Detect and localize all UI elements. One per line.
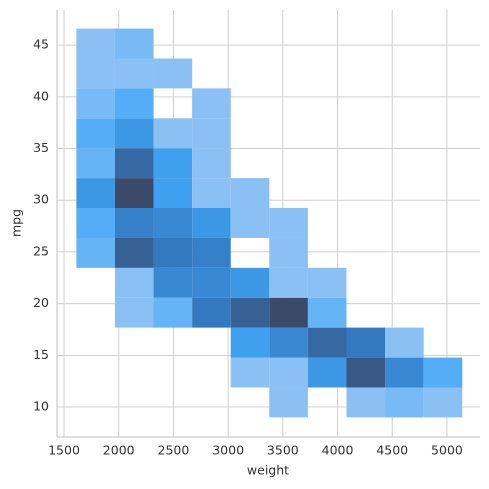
bin [230, 207, 270, 238]
x-tick-label: 4500 [376, 443, 408, 458]
x-tick-label: 3500 [267, 443, 299, 458]
bin [192, 118, 231, 149]
bin [76, 178, 115, 208]
bin [230, 297, 270, 328]
bin [114, 178, 154, 208]
bin [153, 148, 193, 179]
y-tick-label: 45 [33, 37, 49, 52]
bin [346, 327, 386, 358]
bin [269, 207, 308, 238]
x-tick-label: 4000 [322, 443, 354, 458]
bin [76, 207, 115, 238]
bin [307, 357, 347, 388]
bin [230, 357, 270, 388]
bin [192, 178, 231, 208]
bin [269, 387, 308, 418]
bin [76, 237, 115, 268]
bin [153, 58, 193, 89]
bin [192, 237, 231, 268]
bin [192, 148, 231, 179]
bin [76, 88, 115, 119]
bin [385, 387, 424, 418]
bin [385, 357, 424, 388]
bin [76, 58, 115, 89]
y-tick-label: 40 [33, 88, 49, 103]
y-axis-label: mpg [9, 209, 24, 237]
bin [192, 267, 231, 298]
bin [423, 357, 463, 388]
bin [114, 237, 154, 268]
y-tick-label: 15 [33, 347, 49, 362]
bin [76, 148, 115, 179]
bin [76, 28, 115, 59]
bin [153, 118, 193, 149]
bin [114, 297, 154, 328]
bin [230, 178, 270, 208]
bin [114, 58, 154, 89]
bin [269, 297, 308, 328]
bin [192, 297, 231, 328]
y-tick-label: 35 [33, 140, 49, 155]
bin [307, 267, 347, 298]
bin [114, 118, 154, 149]
x-tick-label: 2000 [103, 443, 135, 458]
bin [346, 387, 386, 418]
y-tick-label: 30 [33, 192, 49, 207]
x-axis-label: weight [247, 463, 289, 478]
bin [153, 267, 193, 298]
bin [307, 297, 347, 328]
bin [269, 237, 308, 268]
bin [269, 327, 308, 358]
bin [114, 88, 154, 119]
x-tick-label: 1500 [48, 443, 80, 458]
bin [230, 267, 270, 298]
x-tick-label: 2500 [158, 443, 190, 458]
bin [192, 207, 231, 238]
bin [153, 297, 193, 328]
bin [307, 327, 347, 358]
bin [269, 267, 308, 298]
bin [114, 148, 154, 179]
bin [76, 118, 115, 149]
x-tick-label: 3000 [212, 443, 244, 458]
y-tick-label: 10 [33, 399, 49, 414]
bin [114, 28, 154, 59]
bin [153, 178, 193, 208]
y-tick-label: 20 [33, 295, 49, 310]
bin [346, 357, 386, 388]
bin [423, 387, 463, 418]
bin [153, 237, 193, 268]
bin [269, 357, 308, 388]
bin [114, 207, 154, 238]
bin [230, 327, 270, 358]
x-tick-label: 5000 [431, 443, 463, 458]
bin [114, 267, 154, 298]
bin [192, 88, 231, 119]
y-tick-label: 25 [33, 243, 49, 258]
bin [153, 207, 193, 238]
bin [385, 327, 424, 358]
